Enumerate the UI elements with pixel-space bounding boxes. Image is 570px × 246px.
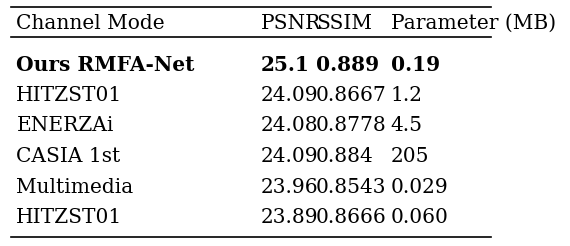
- Text: 23.96: 23.96: [261, 178, 319, 197]
- Text: SSIM: SSIM: [316, 14, 372, 33]
- Text: 0.060: 0.060: [391, 208, 449, 227]
- Text: 24.09: 24.09: [261, 147, 319, 166]
- Text: HITZST01: HITZST01: [17, 86, 123, 105]
- Text: Ours RMFA-Net: Ours RMFA-Net: [17, 55, 195, 75]
- Text: 23.89: 23.89: [261, 208, 319, 227]
- Text: 0.19: 0.19: [391, 55, 440, 75]
- Text: 205: 205: [391, 147, 429, 166]
- Text: 1.2: 1.2: [391, 86, 423, 105]
- Text: 0.889: 0.889: [316, 55, 379, 75]
- Text: HITZST01: HITZST01: [17, 208, 123, 227]
- Text: 24.09: 24.09: [261, 86, 319, 105]
- Text: Multimedia: Multimedia: [17, 178, 133, 197]
- Text: 0.884: 0.884: [316, 147, 374, 166]
- Text: 24.08: 24.08: [261, 116, 319, 135]
- Text: 0.8778: 0.8778: [316, 116, 386, 135]
- Text: Parameter (MB): Parameter (MB): [391, 14, 556, 33]
- Text: 0.8543: 0.8543: [316, 178, 386, 197]
- Text: 25.1: 25.1: [261, 55, 310, 75]
- Text: 4.5: 4.5: [391, 116, 423, 135]
- Text: CASIA 1st: CASIA 1st: [17, 147, 121, 166]
- Text: 0.8666: 0.8666: [316, 208, 386, 227]
- Text: 0.029: 0.029: [391, 178, 449, 197]
- Text: ENERZAi: ENERZAi: [17, 116, 114, 135]
- Text: PSNR: PSNR: [261, 14, 321, 33]
- Text: Channel Mode: Channel Mode: [17, 14, 165, 33]
- Text: 0.8667: 0.8667: [316, 86, 386, 105]
